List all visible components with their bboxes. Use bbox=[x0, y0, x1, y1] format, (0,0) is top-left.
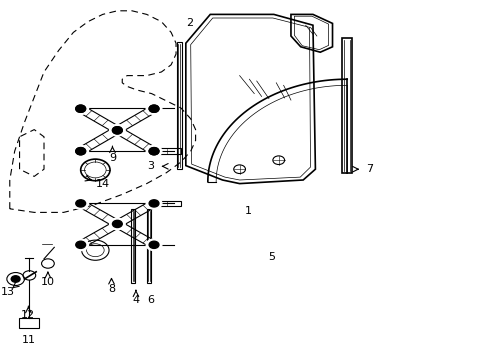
Circle shape bbox=[76, 105, 85, 112]
Circle shape bbox=[149, 241, 159, 248]
Circle shape bbox=[112, 220, 122, 228]
Circle shape bbox=[109, 218, 125, 230]
Text: 1: 1 bbox=[244, 206, 251, 216]
Text: 5: 5 bbox=[267, 252, 274, 262]
Circle shape bbox=[73, 145, 88, 157]
Text: 12: 12 bbox=[21, 310, 35, 320]
Circle shape bbox=[73, 103, 88, 114]
Circle shape bbox=[149, 105, 159, 112]
Circle shape bbox=[149, 148, 159, 155]
Circle shape bbox=[76, 148, 85, 155]
Text: 4: 4 bbox=[132, 294, 139, 305]
Text: 6: 6 bbox=[147, 294, 154, 305]
Circle shape bbox=[149, 148, 159, 155]
Text: 14: 14 bbox=[96, 179, 109, 189]
Bar bbox=[146, 209, 151, 283]
Text: 8: 8 bbox=[108, 284, 115, 294]
Bar bbox=[131, 209, 135, 283]
Circle shape bbox=[109, 125, 125, 136]
Circle shape bbox=[76, 200, 85, 207]
Circle shape bbox=[149, 105, 159, 112]
Circle shape bbox=[112, 127, 122, 134]
Circle shape bbox=[73, 198, 88, 209]
Circle shape bbox=[76, 148, 85, 155]
Text: 3: 3 bbox=[147, 161, 154, 171]
Circle shape bbox=[76, 241, 85, 248]
Circle shape bbox=[11, 276, 20, 282]
Circle shape bbox=[112, 127, 122, 134]
Circle shape bbox=[76, 105, 85, 112]
Circle shape bbox=[146, 103, 162, 114]
Text: 10: 10 bbox=[41, 276, 55, 287]
Text: 13: 13 bbox=[0, 287, 14, 297]
Text: 11: 11 bbox=[21, 335, 35, 345]
Circle shape bbox=[149, 200, 159, 207]
Circle shape bbox=[146, 198, 162, 209]
Circle shape bbox=[146, 239, 162, 251]
Circle shape bbox=[146, 145, 162, 157]
Text: 2: 2 bbox=[186, 18, 193, 28]
Text: 9: 9 bbox=[109, 153, 116, 163]
Circle shape bbox=[73, 239, 88, 251]
Text: 7: 7 bbox=[365, 164, 372, 174]
Bar bbox=[19, 318, 39, 328]
